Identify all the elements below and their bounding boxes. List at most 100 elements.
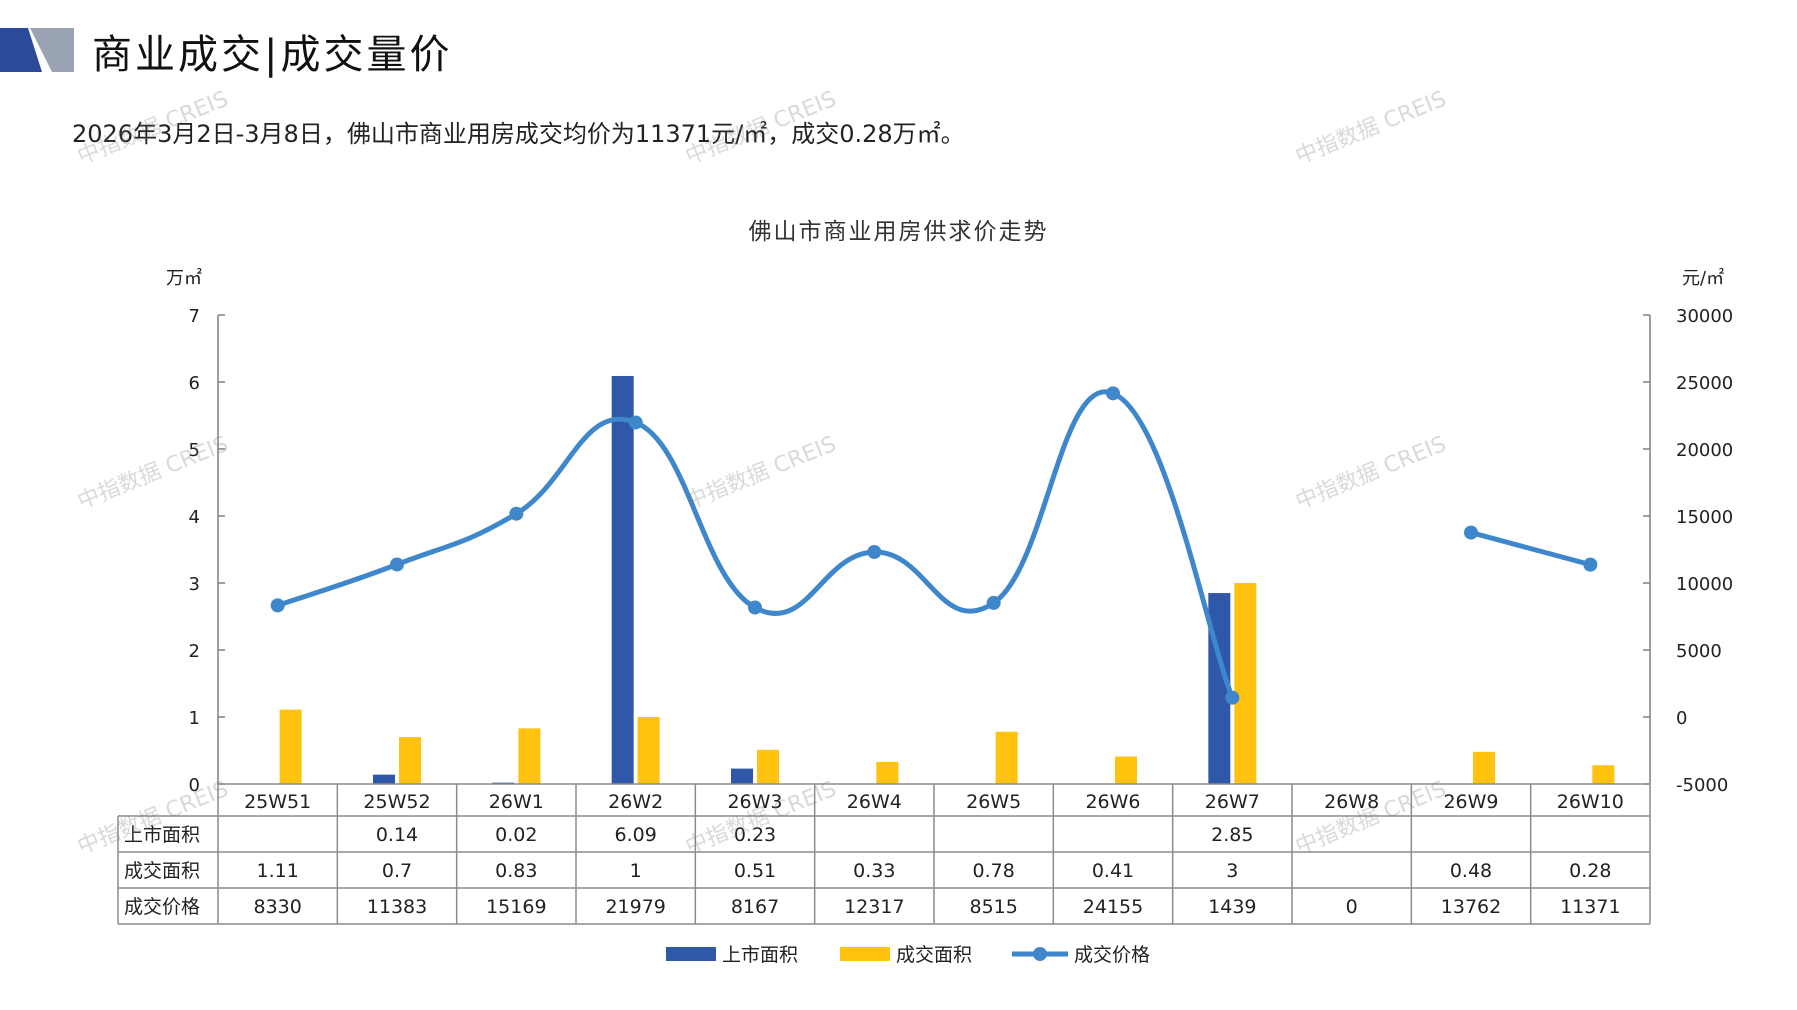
header-decoration [0, 28, 74, 72]
left-tick-label: 1 [189, 708, 200, 729]
category-label: 26W6 [1085, 791, 1140, 813]
price-point [748, 600, 762, 615]
table-cell: 0.78 [973, 860, 1015, 882]
deco-light-block [30, 28, 74, 72]
table-cell: 0.51 [734, 860, 776, 882]
category-label: 26W9 [1443, 791, 1498, 813]
bar-deal-area [757, 749, 779, 784]
left-tick-label: 7 [189, 306, 200, 327]
bars-layer [279, 375, 1615, 784]
left-tick-label: 2 [189, 641, 200, 662]
left-tick-label: 6 [189, 373, 200, 394]
left-tick-label: 3 [189, 574, 200, 595]
table-cell: 1.11 [257, 860, 299, 882]
price-point [1583, 557, 1598, 572]
bar-deal-area [876, 761, 899, 784]
table-cell: 2.85 [1211, 824, 1253, 846]
category-label: 26W4 [847, 791, 902, 813]
category-label: 26W3 [727, 791, 782, 813]
table-cell: 12317 [844, 896, 904, 918]
table-cell: 0.23 [734, 824, 776, 846]
bar-deal-area [518, 728, 541, 784]
table-cell: 8515 [969, 896, 1017, 918]
bar-supply-area [611, 375, 634, 784]
table-cell: 0.7 [382, 860, 412, 882]
table-cell: 3 [1226, 860, 1238, 882]
left-tick-label: 5 [189, 440, 200, 461]
category-label: 26W8 [1324, 791, 1379, 813]
bar-deal-area [279, 709, 302, 784]
table-cell: 1 [630, 860, 642, 882]
left-axis-unit: 万㎡ [166, 267, 202, 289]
price-point [390, 557, 404, 572]
table-cell: 0.28 [1569, 860, 1611, 882]
price-point [628, 415, 643, 430]
table-cell: 21979 [605, 896, 665, 918]
bar-supply-area [373, 774, 395, 784]
bar-deal-area [995, 731, 1018, 784]
bar-deal-area [1234, 583, 1257, 784]
table-cell: 6.09 [615, 824, 657, 846]
table-cell: 0.48 [1450, 860, 1492, 882]
category-label: 26W7 [1205, 791, 1260, 813]
category-label: 25W52 [363, 791, 430, 813]
bar-deal-area [399, 737, 421, 784]
row-header: 成交价格 [124, 896, 200, 918]
right-tick-label: 20000 [1676, 440, 1733, 461]
table-cell: 8167 [731, 896, 779, 918]
category-label: 26W10 [1557, 791, 1624, 813]
table-cell: 1439 [1208, 896, 1256, 918]
legend-label: 成交面积 [896, 944, 972, 966]
right-tick-label: 25000 [1676, 373, 1733, 394]
deco-dark-block [0, 28, 42, 72]
category-label: 26W1 [489, 791, 544, 813]
right-tick-label: 15000 [1676, 507, 1733, 528]
page-title: 商业成交|成交量价 [92, 32, 453, 78]
right-tick-label: -5000 [1676, 775, 1728, 796]
bar-deal-area [637, 717, 660, 784]
row-header: 上市面积 [124, 824, 200, 846]
price-point [986, 595, 1001, 610]
category-label: 26W5 [966, 791, 1021, 813]
legend-key [840, 947, 890, 961]
table-cell: 24155 [1083, 896, 1143, 918]
category-label: 25W51 [244, 791, 311, 813]
right-tick-label: 5000 [1676, 641, 1722, 662]
chart-title: 佛山市商业用房供求价走势 [748, 219, 1049, 245]
table-cell: 11371 [1560, 896, 1620, 918]
table-cell: 8330 [253, 896, 301, 918]
table-cell: 11383 [367, 896, 427, 918]
right-tick-label: 30000 [1676, 306, 1733, 327]
table-cell: 0.41 [1092, 860, 1134, 882]
right-tick-label: 0 [1676, 708, 1687, 729]
table-cell: 0.33 [853, 860, 895, 882]
price-point [1106, 386, 1120, 401]
legend-label: 上市面积 [722, 944, 798, 966]
price-point [509, 506, 524, 521]
price-point [1464, 525, 1478, 540]
price-line [1470, 530, 1591, 568]
table-cell: 0 [1346, 896, 1358, 918]
price-point [1225, 690, 1240, 705]
legend: 上市面积 成交面积 成交价格 [666, 944, 1150, 966]
category-label: 26W2 [608, 791, 663, 813]
right-axis-unit: 元/㎡ [1682, 267, 1724, 289]
legend-label: 成交价格 [1074, 944, 1150, 966]
price-line-layer [270, 386, 1598, 705]
right-tick-label: 10000 [1676, 574, 1733, 595]
table-cell: 0.83 [495, 860, 537, 882]
table-cell: 13762 [1441, 896, 1501, 918]
price-point [270, 598, 285, 613]
legend-key [666, 947, 716, 961]
table-cell: 15169 [486, 896, 546, 918]
price-point [867, 544, 882, 559]
price-line [276, 389, 1235, 699]
data-table: 25W51 25W52 26W1 26W2 26W3 26W4 26W5 26W6 26W7 26… [117, 783, 1651, 925]
bar-supply-area [731, 768, 753, 784]
axes-layer: 万㎡ 元/㎡ 0 1 2 3 4 5 6 7 -5000 0 5000 10000 15000 20000… [166, 267, 1733, 796]
table-cell: 0.14 [376, 824, 418, 846]
bar-deal-area [1473, 751, 1495, 784]
legend-key-marker [1033, 947, 1047, 961]
bar-deal-area [1592, 765, 1615, 784]
